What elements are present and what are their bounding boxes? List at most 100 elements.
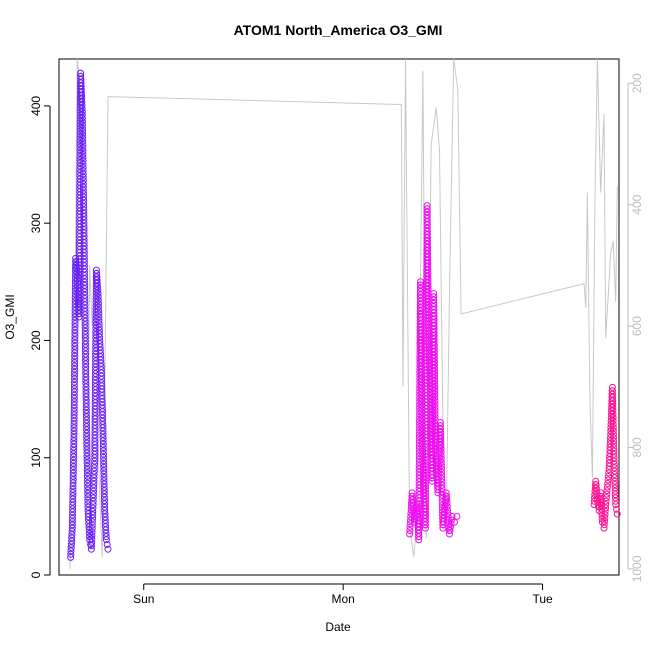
data-point	[90, 487, 97, 495]
data-point	[80, 209, 88, 217]
data-point	[69, 459, 77, 467]
data-point	[609, 417, 617, 425]
data-point	[91, 431, 99, 439]
data-point	[94, 300, 102, 308]
data-point	[82, 406, 90, 414]
data-point	[95, 310, 103, 318]
data-point	[430, 316, 438, 323]
data-point	[430, 354, 438, 362]
data-point	[79, 141, 87, 148]
data-point	[438, 485, 446, 492]
data-point	[602, 494, 610, 502]
data-point	[69, 514, 76, 522]
data-point	[430, 338, 438, 346]
data-point	[91, 441, 99, 449]
data-point	[78, 111, 86, 119]
data-point	[99, 434, 107, 442]
data-point	[90, 477, 98, 485]
data-point	[90, 471, 98, 478]
data-point	[97, 363, 105, 370]
right-tick-label: 200	[630, 73, 644, 93]
data-point	[89, 511, 97, 519]
data-point	[447, 523, 454, 531]
data-point	[438, 488, 446, 496]
x-tick-label: Mon	[331, 592, 354, 606]
data-point	[611, 484, 619, 492]
data-point	[610, 454, 618, 462]
data-point	[80, 203, 88, 211]
data-point	[101, 520, 109, 527]
data-point	[89, 491, 97, 499]
data-point	[95, 313, 103, 321]
x-axis-label: Date	[325, 620, 351, 634]
data-point	[438, 478, 446, 486]
right-tick-label: 400	[630, 194, 644, 214]
data-point	[92, 328, 100, 336]
data-point	[415, 465, 423, 473]
data-point	[77, 88, 85, 96]
data-point	[431, 374, 439, 382]
data-point	[430, 329, 438, 336]
data-point	[95, 326, 103, 334]
data-point	[443, 496, 451, 504]
data-point	[443, 499, 451, 507]
data-point	[81, 288, 89, 296]
data-point	[610, 430, 617, 438]
data-point	[98, 385, 106, 393]
data-point	[443, 503, 451, 511]
data-point	[95, 323, 103, 331]
data-point	[83, 462, 91, 470]
data-point	[76, 198, 84, 205]
data-point	[609, 420, 617, 428]
data-point	[430, 325, 438, 333]
data-point	[603, 483, 611, 491]
data-point	[70, 443, 78, 451]
data-point	[88, 532, 96, 539]
data-point	[611, 487, 619, 495]
data-point	[426, 363, 433, 370]
data-point	[613, 510, 621, 518]
data-point	[90, 484, 98, 492]
data-point	[431, 397, 439, 405]
data-point	[82, 373, 90, 381]
data-point	[80, 216, 88, 224]
data-point	[69, 476, 77, 484]
points-layer	[67, 69, 621, 561]
data-point	[437, 452, 445, 459]
data-point	[428, 468, 436, 475]
data-point	[79, 173, 87, 181]
data-point	[438, 481, 446, 489]
data-point	[100, 470, 108, 478]
data-point	[85, 516, 93, 524]
data-point	[437, 428, 445, 436]
data-point	[437, 435, 445, 443]
data-point	[430, 309, 438, 317]
data-point	[101, 503, 109, 511]
data-point	[430, 319, 438, 327]
data-point	[81, 268, 88, 276]
data-point	[81, 285, 89, 293]
data-point	[92, 266, 100, 274]
data-point	[408, 489, 416, 497]
data-point	[88, 542, 95, 550]
data-point	[80, 245, 88, 253]
data-point	[100, 490, 108, 498]
data-point	[67, 553, 75, 561]
data-point	[70, 440, 78, 448]
data-point	[608, 387, 616, 395]
data-point	[84, 479, 91, 487]
data-point	[83, 426, 91, 434]
data-point	[80, 259, 88, 266]
data-point	[82, 380, 90, 388]
data-point	[70, 391, 78, 399]
data-point	[82, 363, 90, 371]
data-point	[416, 278, 424, 286]
data-point	[89, 508, 97, 515]
data-point	[438, 471, 446, 479]
data-point	[79, 131, 87, 139]
data-point	[78, 108, 86, 116]
data-point	[612, 501, 620, 509]
data-point	[611, 494, 619, 502]
secondary-line-layer	[69, 58, 618, 569]
